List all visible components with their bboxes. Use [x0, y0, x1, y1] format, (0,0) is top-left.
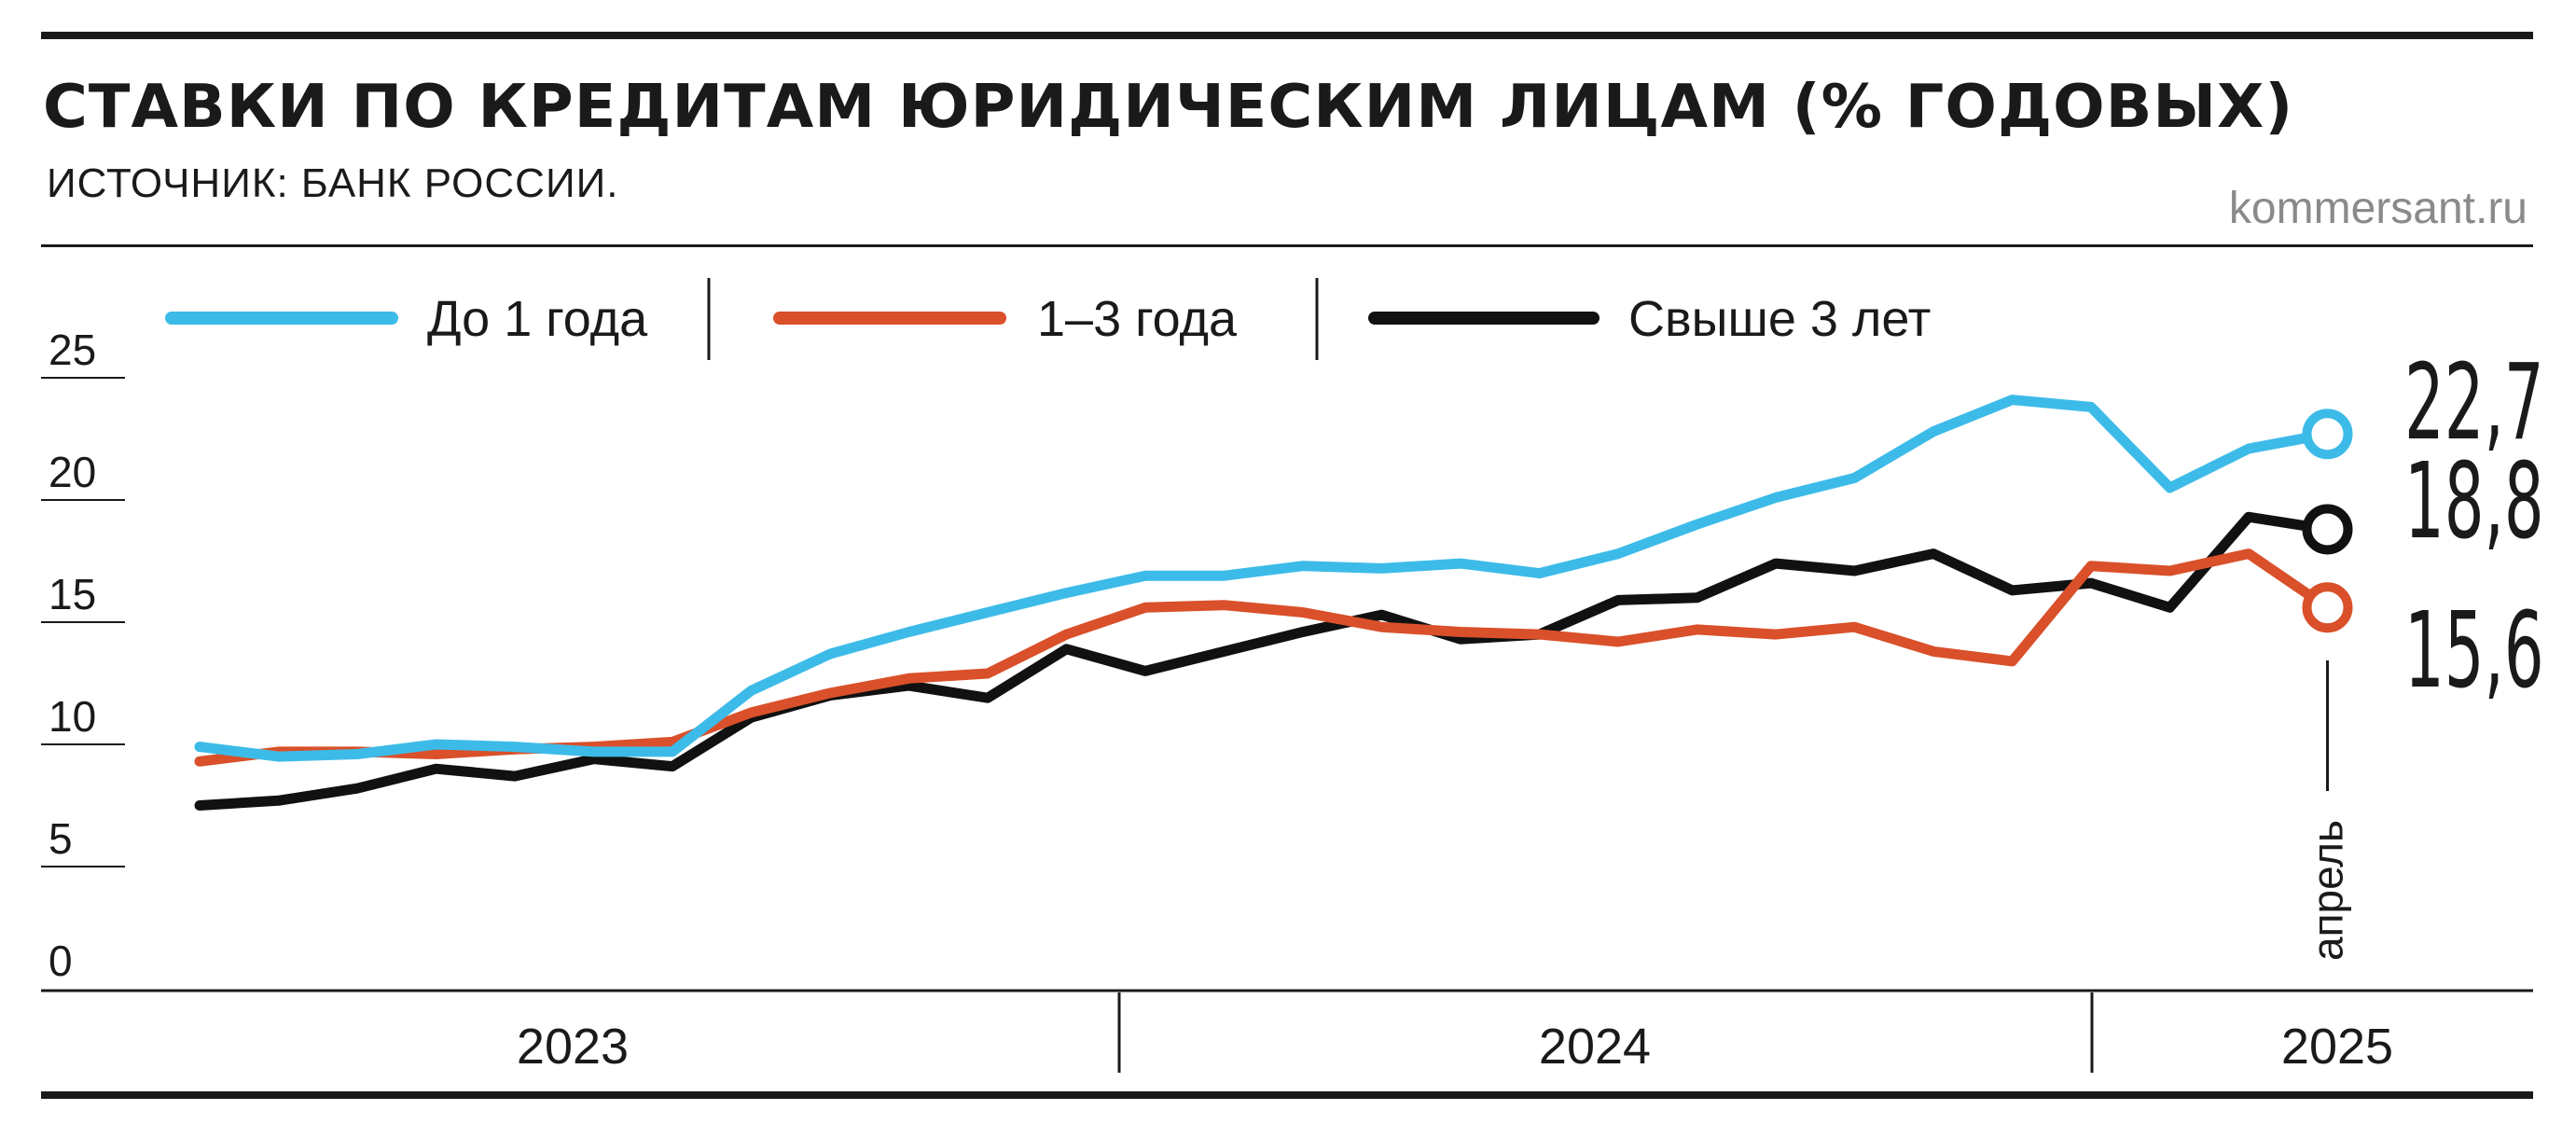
x-axis: 2023 2024 2025 [41, 991, 2533, 1075]
y-tick-label-5: 5 [48, 814, 73, 863]
year-label-2023: 2023 [517, 1019, 629, 1075]
april-label: апрель [2304, 820, 2352, 961]
end-value-label-mid: 15,6 [2404, 590, 2544, 712]
y-axis: 0 5 10 15 20 25 [41, 326, 125, 985]
y-tick-label-15: 15 [48, 570, 96, 618]
legend: До 1 года 1–3 года Свыше 3 лет [172, 278, 1931, 360]
legend-label-mid: 1–3 года [1037, 291, 1238, 347]
line-chart: До 1 года 1–3 года Свыше 3 лет 0510152025 … [0, 0, 2576, 1138]
end-marker-long [2307, 508, 2348, 549]
end-marker-mid [2307, 587, 2348, 628]
end-marker-short [2307, 413, 2348, 454]
y-tick-label-10: 10 [48, 692, 96, 741]
legend-label-long: Свыше 3 лет [1628, 291, 1931, 347]
y-tick-label-0: 0 [48, 937, 73, 985]
year-label-2025: 2025 [2281, 1019, 2393, 1075]
series-line-short [200, 400, 2328, 756]
legend-label-short: До 1 года [427, 291, 648, 347]
series-lines [200, 400, 2328, 806]
y-tick-label-25: 25 [48, 326, 96, 374]
end-value-label-long: 18,8 [2404, 440, 2544, 562]
year-label-2024: 2024 [1539, 1019, 1651, 1075]
y-tick-label-20: 20 [48, 448, 96, 496]
